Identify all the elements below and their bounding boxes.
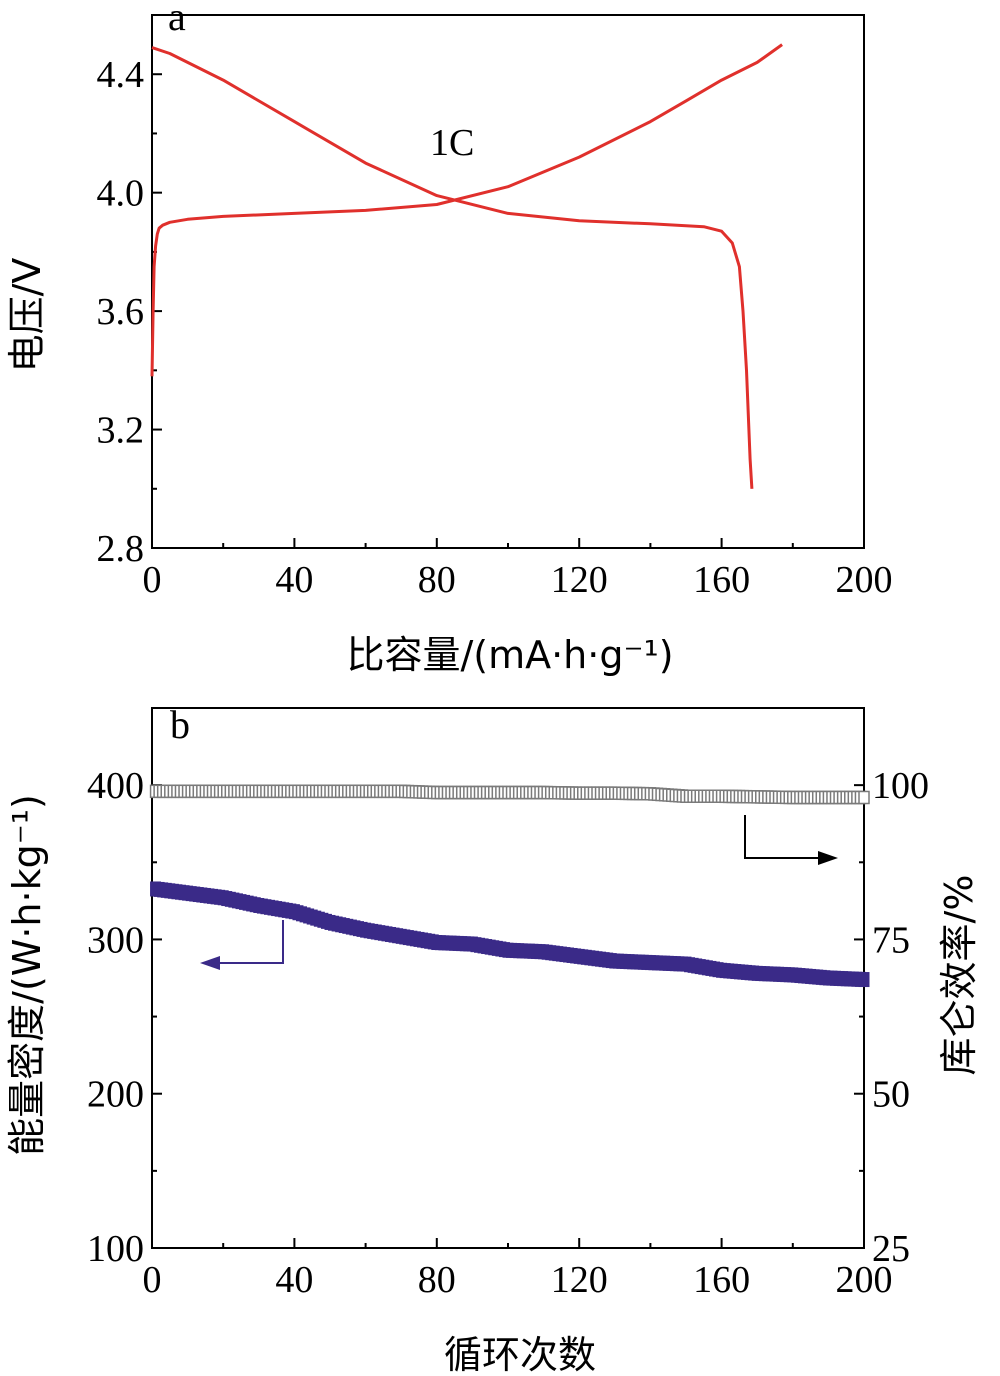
plot-frame-a <box>151 14 865 549</box>
efficiency-markers <box>149 784 870 805</box>
energy-markers <box>150 881 870 988</box>
x-axis-title-a: 比容量/(mA·h·g⁻¹) <box>346 633 673 677</box>
y-left-tick-label-b: 200 <box>87 1074 144 1116</box>
discharge-curve <box>151 46 754 489</box>
arrow-to-left-axis <box>218 920 284 964</box>
axis-ticks-a: 0 40 80 120 160 200 2.8 3.2 3.6 4.0 4.4 <box>97 54 893 601</box>
y-axis-title-left-b: 能量密度/(W·h·kg⁻¹) <box>5 794 49 1156</box>
x-tick-label-a: 0 <box>143 559 162 601</box>
y-right-tick-label-b: 75 <box>872 919 910 961</box>
y-axis-title-right-b: 库仑效率/% <box>937 875 981 1076</box>
x-tick-label-a: 40 <box>275 559 313 601</box>
charge-curve <box>150 43 783 377</box>
x-tick-label-b: 120 <box>551 1259 608 1301</box>
curves-a <box>150 43 783 489</box>
x-tick-label-b: 0 <box>143 1259 162 1301</box>
x-axis-title-b: 循环次数 <box>444 1333 596 1376</box>
x-tick-label-a: 80 <box>418 559 456 601</box>
y-right-tick-label-b: 25 <box>872 1228 910 1270</box>
y-tick-label-a: 4.4 <box>97 54 145 96</box>
axis-ticks-b: 0 40 80 120 160 200 100 200 300 400 25 50 75 100 <box>87 765 929 1301</box>
y-right-tick-label-b: 100 <box>872 765 929 807</box>
arrowhead-left <box>200 956 220 970</box>
series-b <box>149 784 870 988</box>
x-tick-label-a: 160 <box>693 559 750 601</box>
energy-marker <box>858 972 870 988</box>
y-left-tick-label-b: 300 <box>87 919 144 961</box>
y-tick-label-a: 3.2 <box>97 410 145 452</box>
panel-a-voltage-plot: 0 40 80 120 160 200 2.8 3.2 3.6 4.0 4.4 a 1C 比容量/(… <box>5 0 893 677</box>
x-tick-label-a: 120 <box>551 559 608 601</box>
x-tick-label-b: 40 <box>275 1259 313 1301</box>
y-tick-label-a: 4.0 <box>97 173 145 215</box>
arrows-b <box>200 815 838 970</box>
panel-label-b: b <box>170 702 190 747</box>
y-axis-title-a: 电压/V <box>5 258 49 373</box>
rate-annotation: 1C <box>430 122 474 164</box>
y-left-tick-label-b: 400 <box>87 765 144 807</box>
y-left-tick-label-b: 100 <box>87 1228 144 1270</box>
y-tick-label-a: 2.8 <box>97 528 145 570</box>
arrow-to-right-axis <box>744 815 820 859</box>
x-tick-label-b: 160 <box>693 1259 750 1301</box>
x-tick-label-b: 200 <box>836 1259 893 1301</box>
panel-b-cycling-plot: 0 40 80 120 160 200 100 200 300 400 25 50 75 100 b 循环… <box>5 702 981 1376</box>
x-tick-label-b: 80 <box>418 1259 456 1301</box>
x-tick-label-a: 200 <box>836 559 893 601</box>
panel-label-a: a <box>168 0 186 39</box>
y-right-tick-label-b: 50 <box>872 1074 910 1116</box>
y-tick-label-a: 3.6 <box>97 291 145 333</box>
efficiency-marker <box>858 790 870 805</box>
arrowhead-right <box>818 851 838 865</box>
